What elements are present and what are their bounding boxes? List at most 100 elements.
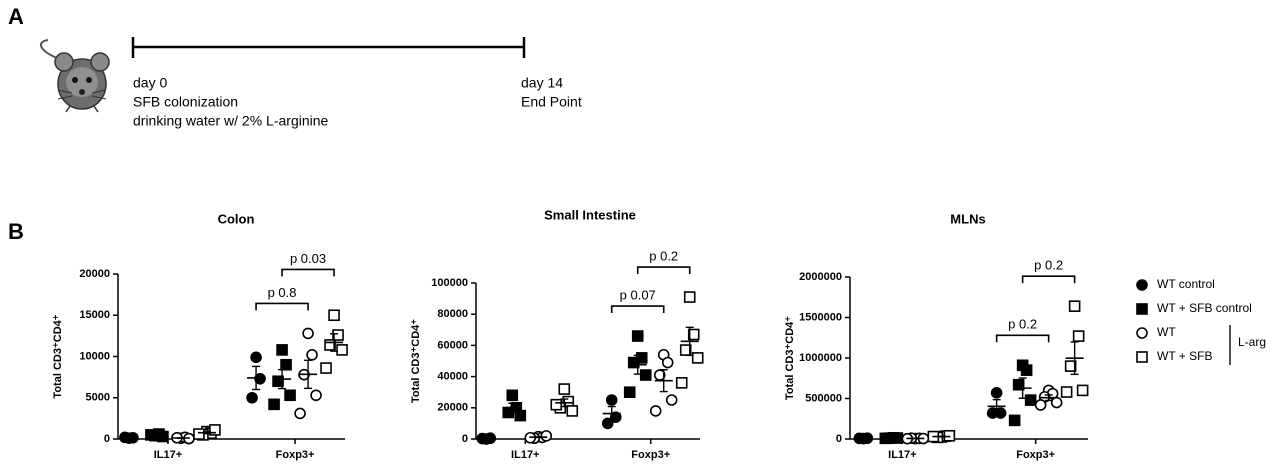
data-point <box>623 386 636 399</box>
data-point <box>566 405 579 417</box>
data-point <box>320 362 332 374</box>
y-tick-label: 10000 <box>79 350 110 362</box>
data-point <box>609 411 622 423</box>
data-point <box>1012 378 1025 391</box>
data-point <box>1068 300 1081 312</box>
data-point <box>254 372 266 385</box>
data-point <box>665 394 678 406</box>
data-point <box>649 405 662 417</box>
data-point <box>1050 396 1063 409</box>
y-tick-label: 20000 <box>437 402 468 414</box>
y-tick-label: 0 <box>836 433 842 445</box>
data-point <box>639 369 652 381</box>
legend-label: WT control <box>1157 277 1215 291</box>
x-tick-label: Foxp3+ <box>631 449 670 461</box>
error-bar <box>937 435 946 438</box>
data-point <box>1008 414 1021 427</box>
error-bar <box>278 368 287 390</box>
legend-marker <box>1136 303 1148 315</box>
data-point <box>268 398 280 411</box>
timeline-note: drinking water w/ 2% L-arginine <box>133 113 329 129</box>
chart-title: MLNs <box>950 211 985 226</box>
significance-bracket <box>255 302 309 311</box>
data-point <box>661 356 674 369</box>
error-bar <box>1070 341 1079 376</box>
chart-title: Colon <box>218 211 255 226</box>
y-axis-label: Total CD3⁺CD4⁺ <box>410 319 422 403</box>
data-point <box>328 309 340 322</box>
error-bar <box>992 398 1001 414</box>
error-bar <box>534 436 543 439</box>
y-tick-label: 20000 <box>79 268 110 280</box>
significance-bracket <box>1021 275 1076 284</box>
error-bar <box>150 434 159 437</box>
data-point <box>246 391 258 404</box>
y-tick-label: 100000 <box>431 277 468 289</box>
p-value: p 0.07 <box>620 287 656 302</box>
data-point <box>990 387 1003 399</box>
y-tick-label: 5000 <box>86 392 110 404</box>
timeline-day: day 14 <box>521 75 563 91</box>
data-point <box>558 383 571 395</box>
y-tick-label: 1000000 <box>799 352 842 364</box>
panel-label: A <box>8 4 24 29</box>
p-value: p 0.2 <box>1008 317 1037 332</box>
legend-label: WT + SFB control <box>1157 301 1252 315</box>
p-value: p 0.2 <box>649 248 678 263</box>
y-tick-label: 500000 <box>805 392 842 404</box>
data-point <box>605 394 618 406</box>
y-tick-label: 1500000 <box>799 311 842 323</box>
y-axis-label: Total CD3⁺CD4⁺ <box>52 314 64 398</box>
error-bar <box>508 402 517 414</box>
y-tick-label: 80000 <box>437 308 468 320</box>
significance-bracket <box>610 305 665 314</box>
x-tick-label: IL17+ <box>154 449 182 461</box>
chart-title: Small Intestine <box>544 207 636 222</box>
data-point <box>1076 384 1089 397</box>
data-point <box>683 291 696 303</box>
x-tick-label: IL17+ <box>888 449 916 461</box>
data-point <box>1034 399 1047 411</box>
error-bar <box>560 398 569 408</box>
data-point <box>272 375 284 388</box>
y-tick-label: 0 <box>104 433 110 445</box>
p-value: p 0.8 <box>268 285 297 300</box>
data-point <box>687 328 700 341</box>
x-tick-label: Foxp3+ <box>276 449 315 461</box>
data-point <box>336 344 348 356</box>
data-point <box>250 351 262 364</box>
legend-marker <box>1136 279 1148 291</box>
data-point <box>157 430 169 443</box>
error-bar <box>1044 394 1053 402</box>
data-point <box>631 330 644 342</box>
data-point <box>627 356 640 369</box>
legend-label: WT <box>1157 325 1176 339</box>
error-bar <box>252 365 261 391</box>
data-point <box>1060 386 1073 398</box>
timeline-note: SFB colonization <box>133 94 238 110</box>
data-point <box>1064 360 1077 372</box>
data-point <box>193 428 205 440</box>
y-tick-label: 60000 <box>437 339 468 351</box>
y-axis-label: Total CD3⁺CD4⁺ <box>784 316 796 400</box>
legend-marker <box>1136 327 1148 339</box>
p-value: p 0.2 <box>1034 258 1063 273</box>
significance-bracket <box>995 334 1050 343</box>
timeline-day: day 0 <box>133 75 167 91</box>
data-point <box>1024 394 1037 406</box>
error-bar <box>330 333 339 352</box>
data-point <box>943 429 956 442</box>
error-bar <box>202 431 211 435</box>
significance-bracket <box>281 268 335 277</box>
data-point <box>550 398 563 411</box>
legend-label: WT + SFB <box>1157 349 1212 363</box>
error-bar <box>607 405 616 422</box>
data-point <box>310 389 322 402</box>
data-point <box>209 424 221 436</box>
data-point <box>302 327 314 340</box>
data-point <box>691 352 704 364</box>
y-tick-label: 15000 <box>79 309 110 321</box>
data-point <box>294 407 306 420</box>
